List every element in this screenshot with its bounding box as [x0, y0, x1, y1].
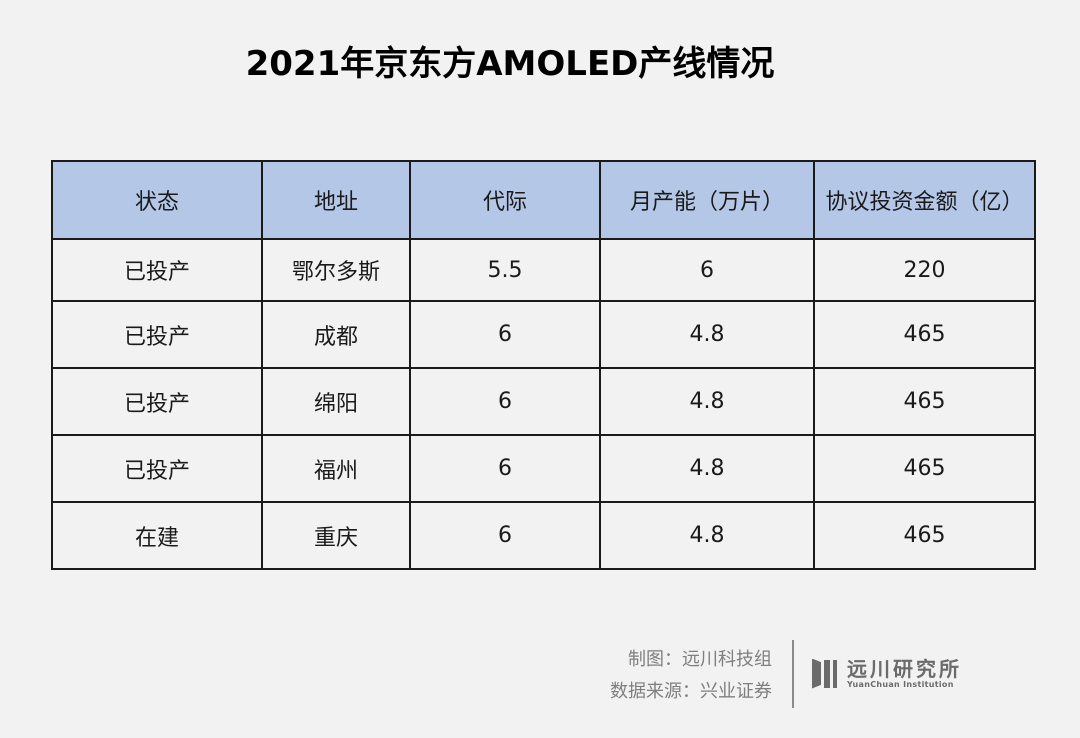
logo-name-cn: 远川研究所 — [847, 657, 962, 681]
header-location: 地址 — [261, 160, 411, 240]
cell-capacity: 4.8 — [599, 434, 815, 503]
cell-generation: 6 — [409, 434, 601, 503]
cell-investment: 465 — [813, 501, 1036, 570]
credits: 制图：远川科技组 数据来源：兴业证券 — [560, 644, 772, 708]
logo-bars-icon — [812, 658, 837, 689]
cell-investment: 465 — [813, 300, 1036, 369]
cell-location: 绵阳 — [261, 367, 411, 436]
table-row: 已投产 绵阳 6 4.8 465 — [51, 367, 1036, 436]
header-investment: 协议投资金额（亿） — [813, 160, 1036, 240]
cell-location: 重庆 — [261, 501, 411, 570]
cell-generation: 6 — [409, 300, 601, 369]
cell-capacity: 4.8 — [599, 367, 815, 436]
table-row: 已投产 成都 6 4.8 465 — [51, 300, 1036, 369]
logo-name-en: YuanChuan Institution — [847, 680, 954, 689]
cell-status: 在建 — [51, 501, 263, 570]
cell-capacity: 6 — [599, 238, 815, 302]
cell-investment: 465 — [813, 367, 1036, 436]
table-row: 在建 重庆 6 4.8 465 — [51, 501, 1036, 570]
cell-generation: 6 — [409, 367, 601, 436]
cell-location: 福州 — [261, 434, 411, 503]
header-status: 状态 — [51, 160, 263, 240]
cell-capacity: 4.8 — [599, 501, 815, 570]
source-text: 数据来源：兴业证券 — [610, 681, 772, 702]
page-title: 2021年京东方AMOLED产线情况 — [245, 44, 775, 84]
footer-divider — [792, 640, 794, 708]
table-header-row: 状态 地址 代际 月产能（万片） 协议投资金额（亿） — [51, 160, 1036, 240]
cell-location: 鄂尔多斯 — [261, 238, 411, 302]
cell-status: 已投产 — [51, 300, 263, 369]
header-generation: 代际 — [409, 160, 601, 240]
logo: 远川研究所 YuanChuan Institution — [812, 658, 962, 689]
cell-investment: 465 — [813, 434, 1036, 503]
table-row: 已投产 福州 6 4.8 465 — [51, 434, 1036, 503]
cell-status: 已投产 — [51, 434, 263, 503]
header-monthly-capacity: 月产能（万片） — [599, 160, 815, 240]
cell-capacity: 4.8 — [599, 300, 815, 369]
cell-investment: 220 — [813, 238, 1036, 302]
table-row: 已投产 鄂尔多斯 5.5 6 220 — [51, 238, 1036, 302]
cell-status: 已投产 — [51, 238, 263, 302]
cell-generation: 5.5 — [409, 238, 601, 302]
made-by-text: 制图：远川科技组 — [628, 649, 772, 670]
cell-status: 已投产 — [51, 367, 263, 436]
cell-generation: 6 — [409, 501, 601, 570]
production-line-table: 状态 地址 代际 月产能（万片） 协议投资金额（亿） 已投产 鄂尔多斯 5.5 … — [51, 160, 1036, 570]
cell-location: 成都 — [261, 300, 411, 369]
